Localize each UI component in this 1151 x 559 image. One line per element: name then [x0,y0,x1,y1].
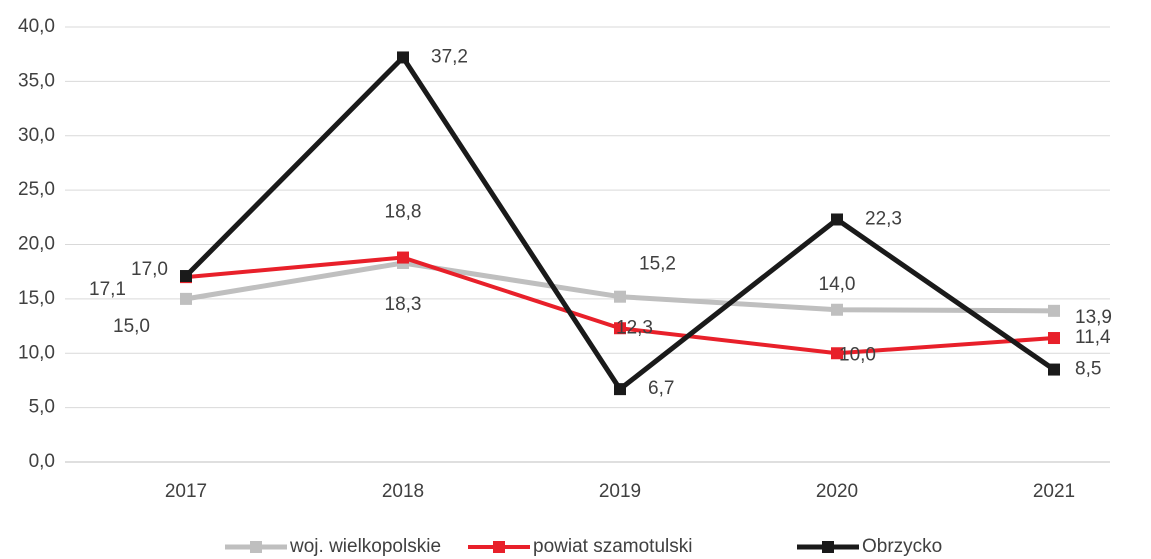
marker [397,251,409,264]
marker [180,270,192,283]
series-line [184,54,1056,392]
marker [397,51,409,64]
y-tick-label: 40,0 [18,16,55,37]
y-tick-label: 20,0 [18,234,55,255]
data-label: 8,5 [1075,359,1101,380]
x-tick-label: 2018 [382,481,424,502]
marker [614,322,626,335]
x-tick-label: 2020 [816,481,858,502]
legend-label: woj. wielkopolskie [289,536,441,557]
data-label: 11,4 [1075,327,1111,348]
data-label: 22,3 [865,209,902,230]
x-tick-label: 2019 [599,481,641,502]
series-line [185,260,1055,314]
marker [1048,332,1060,345]
data-label: 17,1 [89,279,126,300]
data-label: 15,2 [639,254,676,275]
marker [1048,363,1060,376]
marker [831,303,843,316]
y-tick-label: 10,0 [18,342,55,363]
marker [1048,304,1060,317]
x-tick-label: 2017 [165,481,207,502]
x-tick-label: 2021 [1033,481,1075,502]
marker [614,383,626,396]
y-tick-label: 25,0 [18,179,55,200]
data-label: 37,2 [431,46,468,67]
y-tick-label: 5,0 [29,397,55,418]
data-label: 15,0 [113,316,150,337]
marker [614,290,626,303]
marker [180,292,192,305]
data-label: 12,3 [616,317,653,338]
series-line [185,255,1055,356]
legend-marker [822,541,834,553]
y-tick-label: 30,0 [18,125,55,146]
data-label: 10,0 [839,344,876,365]
y-tick-label: 15,0 [18,288,55,309]
legend-marker [250,541,262,553]
data-label: 14,0 [819,274,856,295]
data-label: 18,8 [385,202,422,223]
legend-label: powiat szamotulski [533,536,692,557]
y-tick-label: 0,0 [29,451,55,472]
data-label: 18,3 [385,294,422,315]
legend-marker [493,541,505,553]
y-tick-label: 35,0 [18,70,55,91]
data-label: 13,9 [1075,307,1112,328]
data-label: 17,0 [131,259,168,280]
marker [831,347,843,360]
legend-label: Obrzycko [862,536,942,557]
marker [831,213,843,226]
data-label: 6,7 [648,378,674,399]
